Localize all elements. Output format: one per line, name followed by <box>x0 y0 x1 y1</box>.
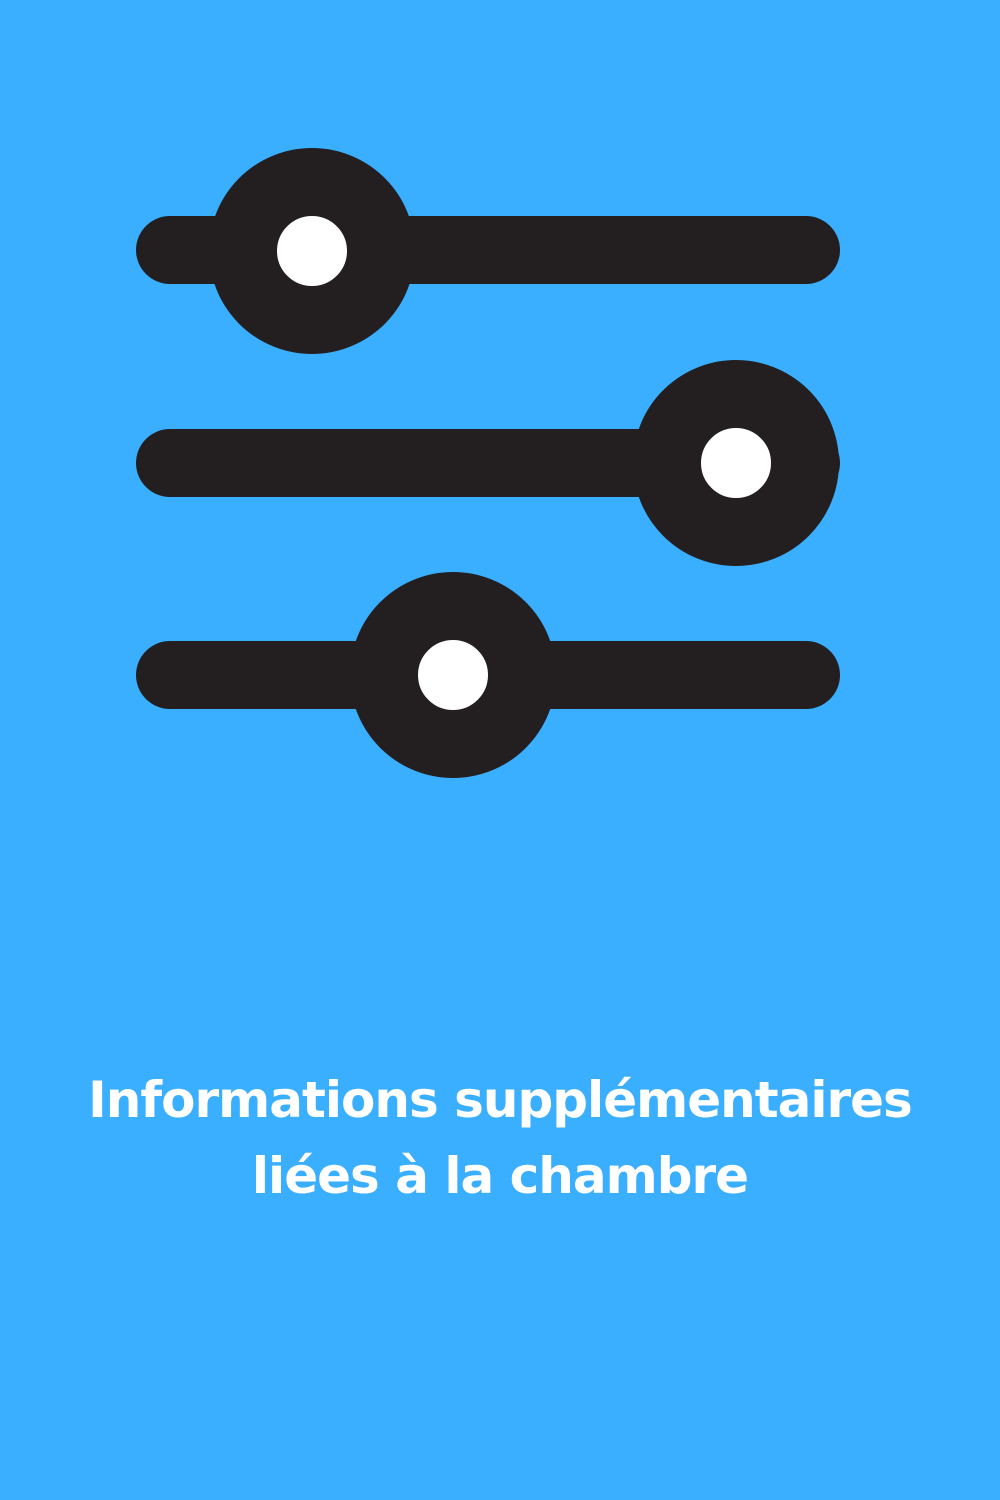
slider-knob-2 <box>633 360 839 566</box>
caption-line-1: Informations supplémentaires <box>88 1071 913 1129</box>
tile-caption: Informations supplémentaires liées à la … <box>0 1062 1000 1214</box>
slider-knob-3 <box>350 572 556 778</box>
slider-knob-1 <box>209 148 415 354</box>
caption-line-2: liées à la chambre <box>251 1147 749 1205</box>
sliders-settings-icon <box>136 148 840 778</box>
